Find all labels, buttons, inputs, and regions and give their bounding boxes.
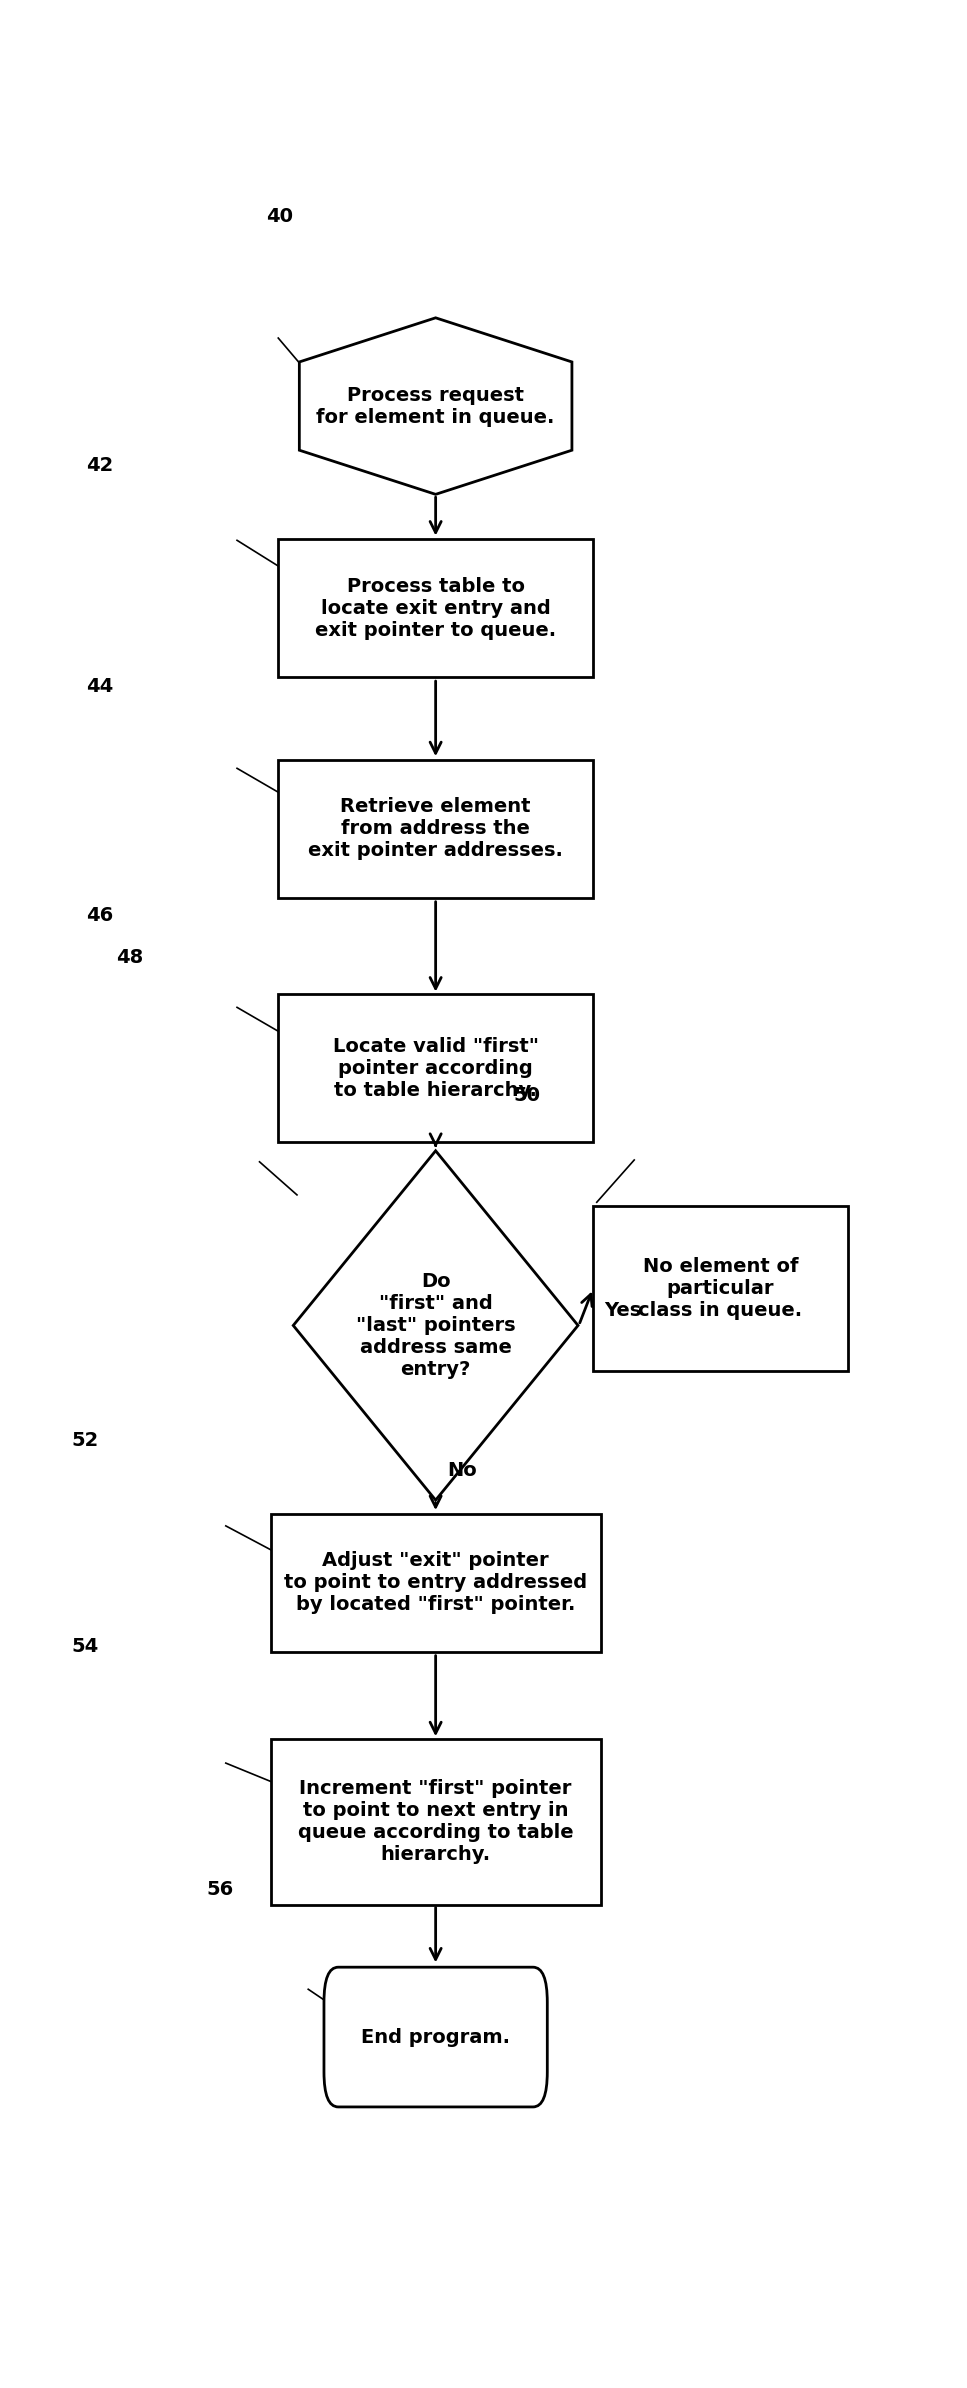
Text: 48: 48 [116,948,143,967]
Text: Retrieve element
from address the
exit pointer addresses.: Retrieve element from address the exit p… [308,798,563,860]
Text: 56: 56 [206,1879,233,1898]
FancyBboxPatch shape [278,993,593,1141]
Text: 46: 46 [86,905,113,924]
Text: End program.: End program. [361,2027,511,2047]
FancyBboxPatch shape [278,759,593,898]
FancyBboxPatch shape [593,1206,848,1371]
FancyBboxPatch shape [271,1738,601,1906]
Text: No element of
particular
class in queue.: No element of particular class in queue. [638,1256,803,1321]
FancyBboxPatch shape [278,540,593,678]
Polygon shape [293,1151,578,1500]
Text: 54: 54 [72,1638,99,1657]
Text: Do
"first" and
"last" pointers
address same
entry?: Do "first" and "last" pointers address s… [356,1273,515,1378]
Text: Process request
for element in queue.: Process request for element in queue. [316,384,555,427]
Text: 40: 40 [266,208,293,227]
Text: Adjust "exit" pointer
to point to entry addressed
by located "first" pointer.: Adjust "exit" pointer to point to entry … [284,1552,587,1614]
Text: Process table to
locate exit entry and
exit pointer to queue.: Process table to locate exit entry and e… [315,578,556,640]
Text: 42: 42 [86,456,113,475]
Text: No: No [447,1461,477,1481]
Text: 50: 50 [513,1087,541,1106]
Text: 52: 52 [72,1430,99,1450]
Polygon shape [300,318,571,494]
Text: 44: 44 [86,676,113,695]
FancyBboxPatch shape [271,1514,601,1652]
Text: Yes: Yes [604,1301,641,1321]
Text: Increment "first" pointer
to point to next entry in
queue according to table
hie: Increment "first" pointer to point to ne… [298,1779,573,1865]
FancyBboxPatch shape [324,1968,547,2106]
Text: Locate valid "first"
pointer according
to table hierarchy.: Locate valid "first" pointer according t… [333,1036,539,1098]
